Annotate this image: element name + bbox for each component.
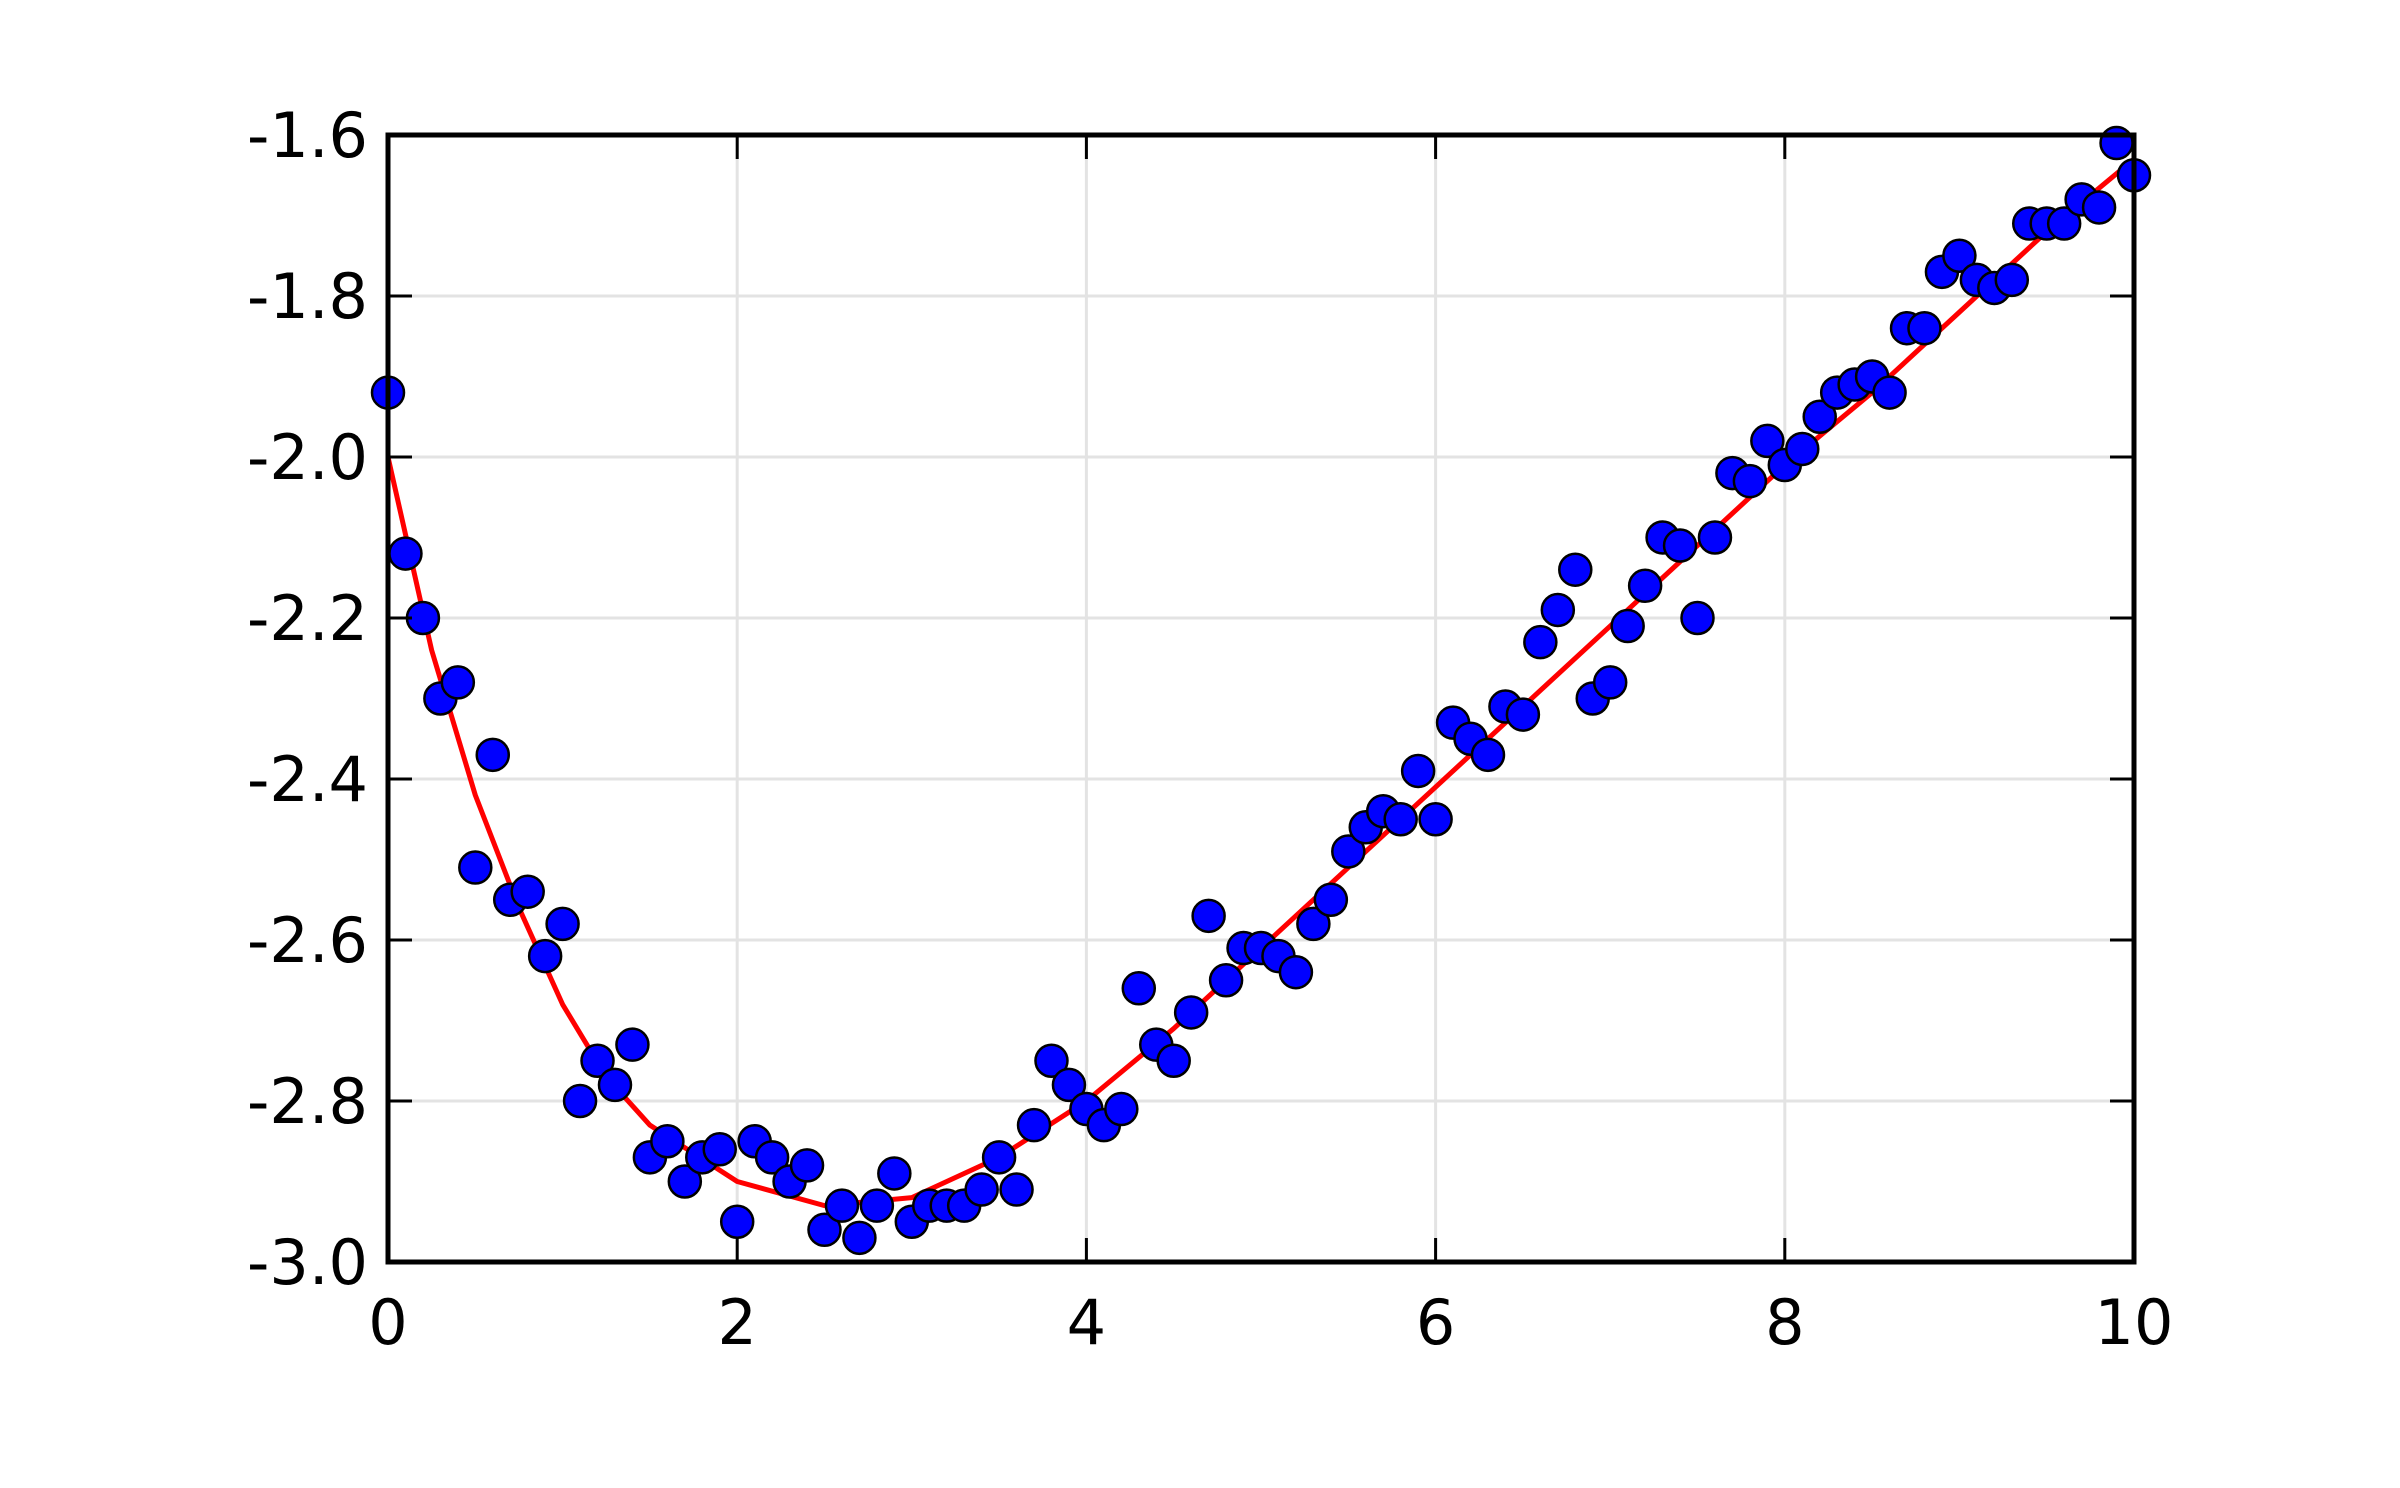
scatter-point xyxy=(1802,399,1837,434)
scatter-point xyxy=(859,1188,895,1223)
y-tick-label: -2.0 xyxy=(247,421,368,494)
scatter-point xyxy=(1034,1043,1069,1078)
scatter-point xyxy=(527,938,563,974)
scatter-point xyxy=(1173,995,1209,1030)
y-tick-label: -1.8 xyxy=(247,260,368,333)
x-tick-label: 8 xyxy=(1765,1286,1804,1359)
scatter-point xyxy=(615,1027,650,1062)
scatter-point xyxy=(1418,802,1453,837)
scatter-point xyxy=(1121,971,1157,1006)
scatter-point xyxy=(999,1172,1034,1207)
scatter-point xyxy=(1104,1091,1139,1127)
scatter-point xyxy=(1400,753,1436,789)
scatter-point xyxy=(1558,552,1593,587)
scatter-point xyxy=(1785,431,1820,467)
scatter-point xyxy=(1383,802,1418,837)
y-tick-label: -2.6 xyxy=(247,904,368,977)
scatter-point xyxy=(2099,125,2134,161)
y-tick-label: -2.2 xyxy=(247,582,368,655)
scatter-point xyxy=(1016,1107,1052,1143)
scatter-point xyxy=(964,1172,999,1207)
scatter-point xyxy=(1872,375,1907,410)
scatter-point xyxy=(1296,906,1331,942)
scatter-point xyxy=(1627,568,1663,604)
x-tick-label: 0 xyxy=(368,1286,407,1359)
scatter-point xyxy=(1331,834,1366,869)
scatter-point xyxy=(388,536,423,571)
scatter-point xyxy=(877,1156,912,1191)
scatter-point xyxy=(667,1164,703,1199)
scatter-point xyxy=(580,1043,615,1078)
scatter-point xyxy=(1750,423,1785,459)
scatter-point xyxy=(545,906,580,942)
x-tick-label: 4 xyxy=(1067,1286,1106,1359)
x-tick-label: 6 xyxy=(1416,1286,1455,1359)
scatter-point xyxy=(1208,963,1244,998)
scatter-point xyxy=(842,1220,877,1256)
scatter-point xyxy=(458,850,493,885)
scatter-point xyxy=(807,1212,842,1248)
scatter-point xyxy=(789,1148,825,1183)
scatter-point xyxy=(562,1083,598,1119)
scatter-point xyxy=(475,737,511,773)
scatter-point xyxy=(1942,238,1977,273)
scatter-point xyxy=(2046,206,2082,241)
x-tick-label: 2 xyxy=(717,1286,756,1359)
scatter-point xyxy=(981,1140,1017,1175)
scatter-point xyxy=(1662,528,1698,563)
scatter-point xyxy=(1680,600,1715,636)
scatter-point xyxy=(1313,882,1349,917)
scatter-point xyxy=(754,1140,790,1175)
y-tick-label: -1.6 xyxy=(247,99,368,172)
y-tick-label: -2.4 xyxy=(247,743,368,816)
plot-frame xyxy=(385,132,2137,1265)
scatter-point xyxy=(1523,624,1558,660)
scatter-point xyxy=(1191,898,1226,934)
scatter-point xyxy=(1610,608,1645,644)
scatter-point xyxy=(1592,665,1628,700)
scatter-point xyxy=(1540,592,1576,628)
scatter-point xyxy=(1505,697,1541,732)
scatter-point xyxy=(824,1188,860,1223)
scatter-point xyxy=(719,1204,755,1239)
scatter-point xyxy=(702,1132,737,1167)
scatter-point xyxy=(1697,520,1733,555)
scatter-point xyxy=(1732,463,1768,499)
scatter-point xyxy=(1156,1043,1191,1078)
y-tick-label: -2.8 xyxy=(247,1065,368,1138)
scatter-point xyxy=(510,874,545,909)
scatter-point xyxy=(1994,262,2030,298)
scatter-point xyxy=(440,665,476,700)
scatter-point xyxy=(1051,1067,1087,1103)
scatter-point xyxy=(1470,737,1506,773)
y-tick-label: -3.0 xyxy=(247,1226,368,1299)
scatter-point xyxy=(1278,954,1314,990)
scatter-point xyxy=(650,1124,685,1159)
scatter-point xyxy=(2081,190,2117,225)
scatter-point xyxy=(597,1067,633,1103)
scatter-point xyxy=(1907,310,1942,346)
x-tick-label: 10 xyxy=(2095,1286,2174,1359)
